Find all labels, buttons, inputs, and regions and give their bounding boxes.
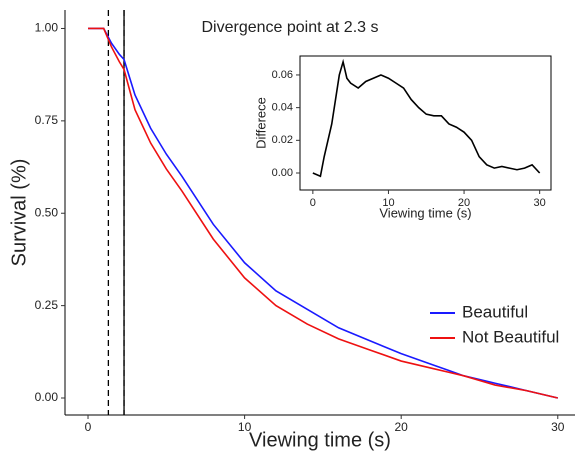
plot-frame bbox=[299, 55, 552, 191]
x-tick-label: 20 bbox=[458, 197, 470, 209]
legend-label: Beautiful bbox=[462, 302, 528, 321]
x-tick-label: 30 bbox=[534, 197, 546, 209]
y-axis-title: Differece bbox=[253, 97, 268, 149]
x-tick-label: 0 bbox=[310, 197, 316, 209]
x-axis-title: Viewing time (s) bbox=[379, 205, 471, 220]
series-line bbox=[88, 27, 558, 399]
x-tick-label: 10 bbox=[382, 197, 394, 209]
x-tick-label: 20 bbox=[395, 420, 409, 434]
y-tick-label: 0.02 bbox=[272, 134, 293, 146]
y-tick-label: 0.00 bbox=[272, 167, 293, 179]
legend-label: Not Beautiful bbox=[462, 327, 559, 346]
x-tick-label: 0 bbox=[85, 420, 92, 434]
y-axis-title: Survival (%) bbox=[8, 159, 30, 267]
y-tick-label: 0.00 bbox=[35, 390, 59, 404]
x-axis-title: Viewing time (s) bbox=[249, 429, 391, 451]
x-tick-label: 30 bbox=[551, 420, 565, 434]
x-tick-label: 10 bbox=[238, 420, 252, 434]
y-tick-label: 0.06 bbox=[272, 69, 293, 81]
y-tick-label: 1.00 bbox=[35, 21, 59, 35]
y-tick-label: 0.50 bbox=[35, 205, 59, 219]
series-line bbox=[88, 27, 558, 399]
y-tick-label: 0.25 bbox=[35, 298, 59, 312]
y-tick-label: 0.75 bbox=[35, 113, 59, 127]
y-tick-label: 0.04 bbox=[272, 102, 293, 114]
annotation: Divergence point at 2.3 s bbox=[202, 19, 379, 36]
series-line bbox=[312, 58, 541, 178]
